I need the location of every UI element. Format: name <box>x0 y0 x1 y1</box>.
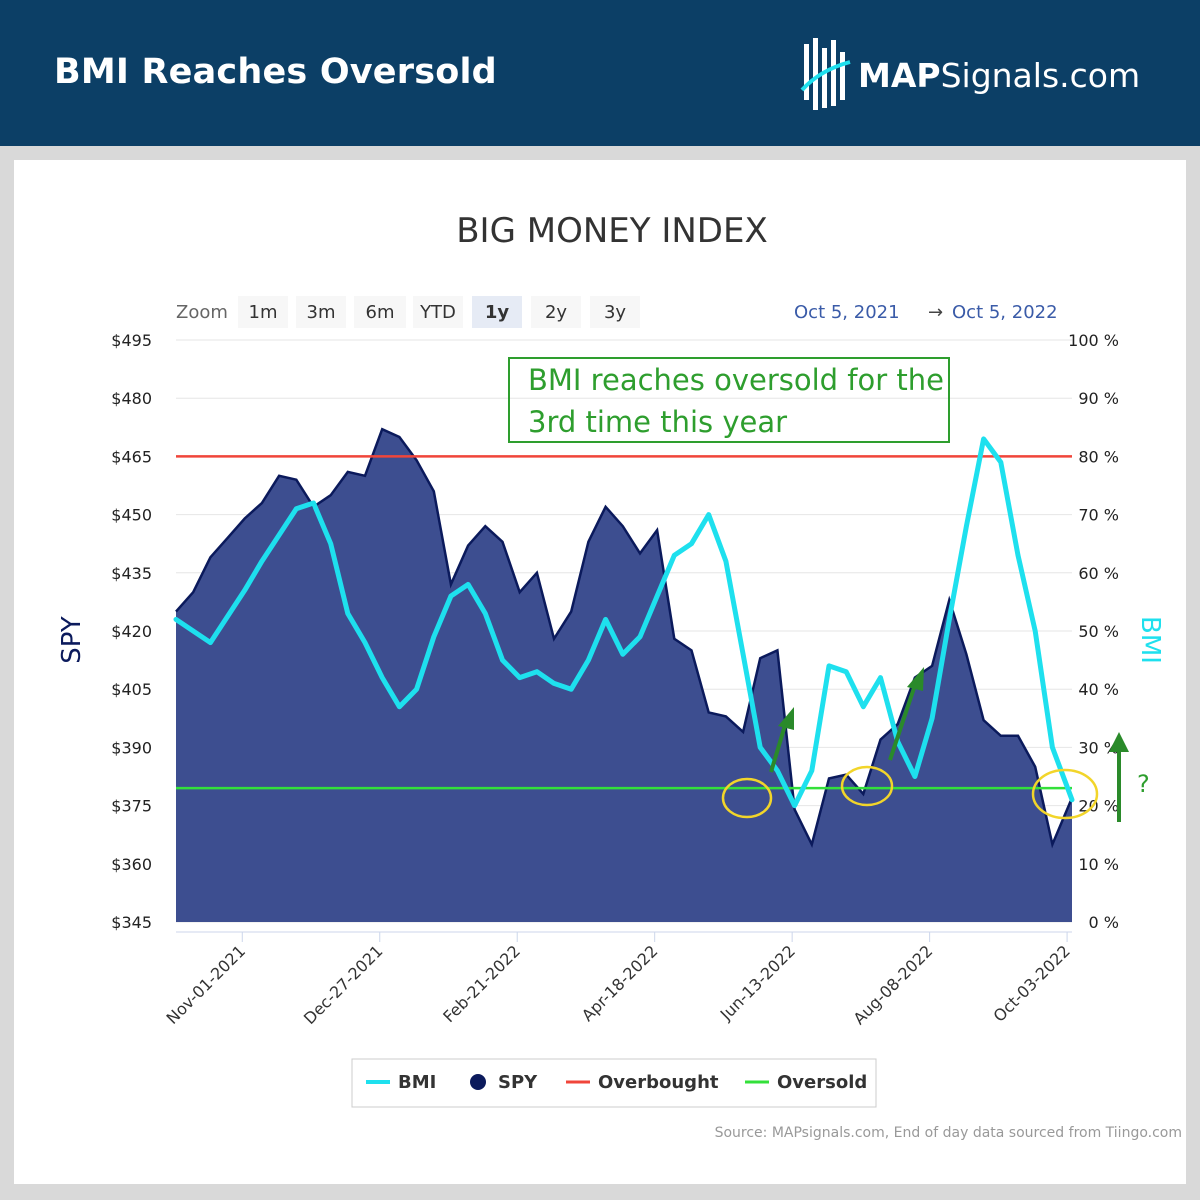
mapsignals-logo: MAPSignals.com <box>800 34 1140 118</box>
chart-panel: BIG MONEY INDEX Zoom 1m 3m 6m YTD 1y 2y 3y Oct… <box>14 160 1186 1184</box>
legend-item-overbought[interactable]: Overbought <box>598 1072 719 1093</box>
zoom-button-2y[interactable] <box>531 296 581 328</box>
green-arrows <box>769 667 1129 822</box>
spy-tick-label: $390 <box>111 738 152 757</box>
legend-box <box>351 1058 877 1108</box>
legend: BMI SPY Overbought Oversold <box>366 1072 867 1093</box>
up-arrow-1 <box>769 721 788 773</box>
legend-item-spy[interactable]: SPY <box>498 1072 538 1093</box>
spy-tick-label: $480 <box>111 389 152 408</box>
bmi-tick-label: 60 % <box>1078 564 1119 583</box>
bmi-line <box>173 436 1075 809</box>
bmi-tick-label: 40 % <box>1078 680 1119 699</box>
range-from[interactable]: Oct 5, 2021 <box>794 302 900 323</box>
zoom-button-label: 3y <box>604 302 626 323</box>
question-mark: ? <box>1137 770 1150 798</box>
bmi-axis-title: BMI <box>1135 616 1165 664</box>
annotation-line-1: BMI reaches oversold for the <box>528 363 944 397</box>
range-to[interactable]: Oct 5, 2022 <box>952 302 1058 323</box>
zoom-button-6m[interactable] <box>354 296 406 328</box>
bmi-tick-label: 90 % <box>1078 389 1119 408</box>
up-arrow-3-head <box>1109 732 1129 752</box>
chart-title: BIG MONEY INDEX <box>456 211 768 251</box>
zoom-button-label: 1y <box>485 302 510 323</box>
zoom-button-3m[interactable] <box>296 296 346 328</box>
bmi-chart: BIG MONEY INDEX Zoom 1m 3m 6m YTD 1y 2y 3y Oct… <box>57 211 1182 1141</box>
page-title: BMI Reaches Oversold <box>54 52 497 92</box>
source-note: Source: MAPsignals.com, End of day data … <box>715 1125 1182 1141</box>
x-tick-label: Nov-01-2021 <box>163 941 250 1028</box>
spy-tick-label: $375 <box>111 797 152 816</box>
x-axis: Nov-01-2021 Dec-27-2021 Feb-21-2022 Apr-18-… <box>163 931 1074 1028</box>
legend-item-bmi[interactable]: BMI <box>398 1072 436 1093</box>
spy-tick-label: $465 <box>111 447 152 466</box>
spy-tick-label: $345 <box>111 913 152 932</box>
zoom-button-label: YTD <box>419 302 456 323</box>
spy-tick-label: $450 <box>111 506 152 525</box>
spy-tick-label: $405 <box>111 680 152 699</box>
zoom-button-1y[interactable] <box>472 296 522 328</box>
up-arrow-2-head <box>907 667 924 691</box>
zoom-label: Zoom <box>176 302 228 323</box>
annotation-line-2: 3rd time this year <box>528 405 787 439</box>
bmi-tick-label: 0 % <box>1089 913 1119 932</box>
bmi-tick-label: 100 % <box>1068 331 1119 350</box>
logo-wordmark: MAPSignals.com <box>858 56 1141 95</box>
annotation-box <box>508 357 950 443</box>
x-tick-label: Apr-18-2022 <box>578 941 662 1025</box>
x-tick-label: Feb-21-2022 <box>439 941 524 1026</box>
x-tick-label: Jun-13-2022 <box>716 941 799 1024</box>
zoom-controls: Zoom 1m 3m 6m YTD 1y 2y 3y <box>176 296 640 328</box>
bmi-tick-label: 50 % <box>1078 622 1119 641</box>
spy-tick-label: $360 <box>111 855 152 874</box>
zoom-button-label: 3m <box>307 302 336 323</box>
spy-tick-label: $435 <box>111 564 152 583</box>
bmi-tick-label: 10 % <box>1078 855 1119 874</box>
header-banner: BMI Reaches Oversold MAPSignals.com <box>0 0 1200 146</box>
x-tick-label: Oct-03-2022 <box>990 941 1074 1025</box>
spy-tick-label: $495 <box>111 331 152 350</box>
zoom-button-label: 2y <box>545 302 567 323</box>
bmi-axis: 100 %90 %80 %70 %60 %50 %40 %30 %20 %10 … <box>1068 331 1119 932</box>
up-arrow-2 <box>888 684 917 761</box>
spy-axis: $495 $480 $465 $450 $435 $420 $405 $390 $375 $360… <box>111 331 152 932</box>
legend-spy-swatch <box>470 1074 486 1090</box>
legend-item-oversold[interactable]: Oversold <box>777 1072 867 1093</box>
range-arrow: → <box>928 302 943 323</box>
bmi-tick-label: 30 % <box>1078 738 1119 757</box>
x-tick-label: Aug-08-2022 <box>850 941 937 1028</box>
bmi-tick-label: 80 % <box>1078 447 1119 466</box>
oversold-circle-2 <box>840 765 894 807</box>
zoom-button-1m[interactable] <box>238 296 288 328</box>
oversold-circle-3 <box>1031 768 1099 820</box>
up-arrow-1-head <box>778 707 794 730</box>
oversold-circle-1 <box>721 777 773 819</box>
x-tick-label: Dec-27-2021 <box>300 941 387 1028</box>
mapsignals-logo-icon <box>800 38 851 110</box>
zoom-button-label: 6m <box>366 302 395 323</box>
zoom-button-label: 1m <box>249 302 278 323</box>
spy-axis-title: SPY <box>57 616 87 664</box>
spy-tick-label: $420 <box>111 622 152 641</box>
bmi-tick-label: 70 % <box>1078 506 1119 525</box>
zoom-button-3y[interactable] <box>590 296 640 328</box>
zoom-button-ytd[interactable] <box>413 296 463 328</box>
